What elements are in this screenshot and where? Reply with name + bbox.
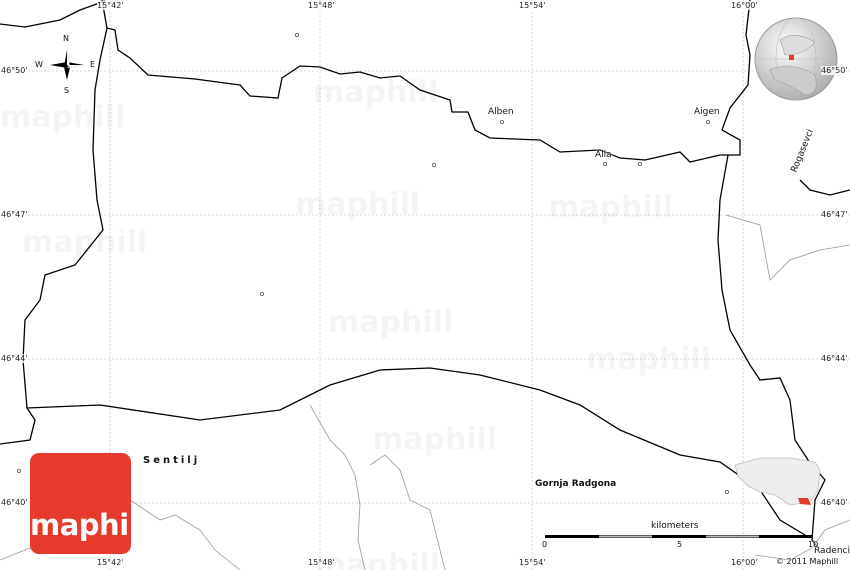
- admin-boundaries: [0, 214, 850, 570]
- scale-tick-10: 10: [808, 540, 819, 549]
- maphill-logo[interactable]: maphill: [30, 453, 148, 554]
- watermark: maphill: [586, 342, 711, 377]
- lat-right: 46°44': [821, 354, 848, 363]
- lon-top: 16°00': [731, 1, 758, 10]
- lat-right: 46°47': [821, 210, 848, 219]
- logo-text: maphill: [30, 508, 148, 542]
- place-alla[interactable]: Alla: [595, 150, 612, 160]
- lon-bottom: 15°54': [519, 558, 546, 567]
- scale-tick-5: 5: [677, 540, 683, 549]
- watermark: maphill: [315, 548, 440, 570]
- lon-bottom: 15°42': [97, 558, 124, 567]
- scale-bar: [545, 535, 813, 538]
- lat-right: 46°50': [821, 66, 848, 75]
- place-radenci[interactable]: Radenci: [814, 546, 850, 556]
- lat-left: 46°40': [1, 498, 28, 507]
- compass-w: W: [35, 60, 43, 69]
- lon-top: 15°42': [97, 1, 124, 10]
- watermark: maphill: [295, 187, 420, 222]
- lat-left: 46°50': [1, 66, 28, 75]
- lon-bottom: 16°00': [731, 558, 758, 567]
- lat-left: 46°44': [1, 354, 28, 363]
- place-alben[interactable]: Alben: [488, 107, 514, 117]
- watermark: maphill: [22, 225, 147, 260]
- place-aigen[interactable]: Aigen: [694, 107, 720, 117]
- lat-left: 46°47': [1, 210, 28, 219]
- borders: [0, 0, 850, 549]
- watermark: maphill: [548, 190, 673, 225]
- scale-tick-0: 0: [542, 540, 548, 549]
- scale-unit: kilometers: [651, 521, 699, 531]
- lat-right: 46°40': [821, 498, 848, 507]
- watermark: maphill: [372, 422, 497, 457]
- compass-s: S: [64, 86, 70, 95]
- compass-icon: [50, 50, 84, 80]
- place-gornja-radgona[interactable]: Gornja Radgona: [535, 479, 617, 489]
- watermark: maphill: [313, 75, 438, 110]
- locator-inset: [734, 457, 821, 506]
- lon-top: 15°48': [308, 1, 335, 10]
- copyright: © 2011 Maphill: [776, 557, 839, 566]
- lon-top: 15°54': [519, 1, 546, 10]
- compass-e: E: [90, 60, 96, 69]
- compass-n: N: [63, 34, 69, 43]
- watermark: maphill: [0, 100, 125, 135]
- watermark: maphill: [328, 305, 453, 340]
- lon-bottom: 15°48': [308, 558, 335, 567]
- settlement-markers: [16, 33, 730, 494]
- globe-icon: [754, 17, 838, 101]
- place-sentilj[interactable]: Sentilj: [143, 455, 201, 466]
